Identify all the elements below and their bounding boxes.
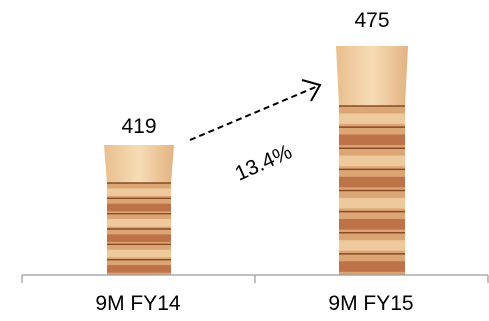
bar-0-top-board	[104, 145, 174, 183]
bar-1-layer-0	[339, 113, 405, 124]
bar-1-layer-1	[339, 134, 405, 146]
bar-1-layer-3	[339, 176, 405, 188]
data-label-0: 419	[121, 115, 156, 138]
growth-arrow	[189, 79, 322, 141]
bar-1-top-board	[336, 46, 408, 106]
x-tick-label-1: 9M FY15	[328, 292, 413, 315]
bar-1	[336, 46, 408, 275]
bar-1-layer-4	[339, 197, 405, 209]
bar-1-layer-7	[339, 261, 405, 272]
bars-group	[104, 46, 408, 275]
bar-0-layer-5	[107, 265, 171, 273]
bar-1-layer-5	[339, 219, 405, 230]
bar-1-layer-6	[339, 240, 405, 251]
bar-0-layer-2	[107, 219, 171, 227]
data-label-1: 475	[354, 9, 389, 32]
bar-1-layer-2	[339, 155, 405, 167]
bar-0-layer-3	[107, 234, 171, 243]
growth-label: 13.4%	[232, 140, 296, 185]
bar-0-layer-0	[107, 188, 171, 197]
bar-0-layer-4	[107, 249, 171, 258]
bar-0-layer-1	[107, 203, 171, 212]
x-tick-label-0: 9M FY14	[95, 292, 181, 315]
bar-0	[104, 145, 174, 275]
